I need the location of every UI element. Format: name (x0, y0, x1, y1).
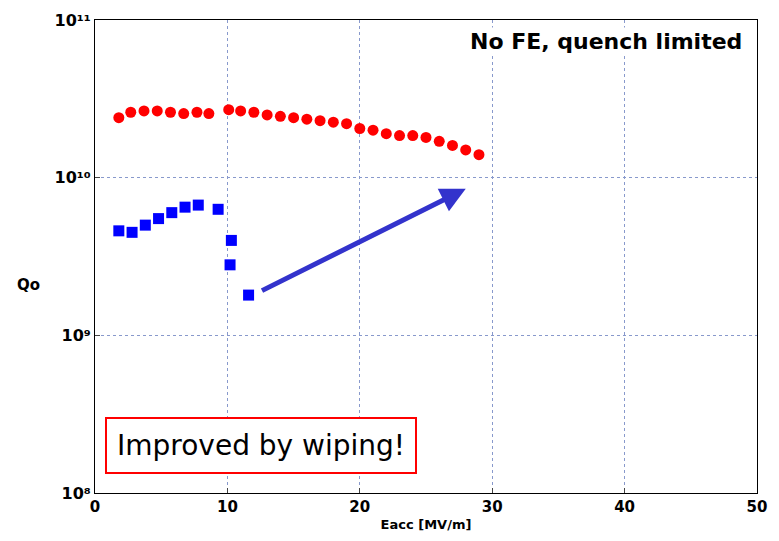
svg-text:0: 0 (90, 498, 100, 516)
svg-text:50: 50 (747, 498, 768, 516)
svg-text:Eacc [MV/m]: Eacc [MV/m] (381, 517, 472, 532)
svg-text:10⁹: 10⁹ (62, 326, 91, 345)
svg-text:40: 40 (614, 498, 635, 516)
svg-text:Improved by wiping!: Improved by wiping! (117, 429, 405, 462)
svg-text:10⁸: 10⁸ (62, 484, 91, 503)
svg-text:20: 20 (349, 498, 370, 516)
svg-text:No FE, quench limited: No FE, quench limited (470, 29, 742, 54)
svg-text:10¹⁰: 10¹⁰ (55, 168, 91, 187)
svg-text:30: 30 (482, 498, 503, 516)
svg-text:Qo: Qo (17, 276, 40, 294)
svg-text:10¹¹: 10¹¹ (55, 11, 91, 30)
svg-text:10: 10 (217, 498, 238, 516)
